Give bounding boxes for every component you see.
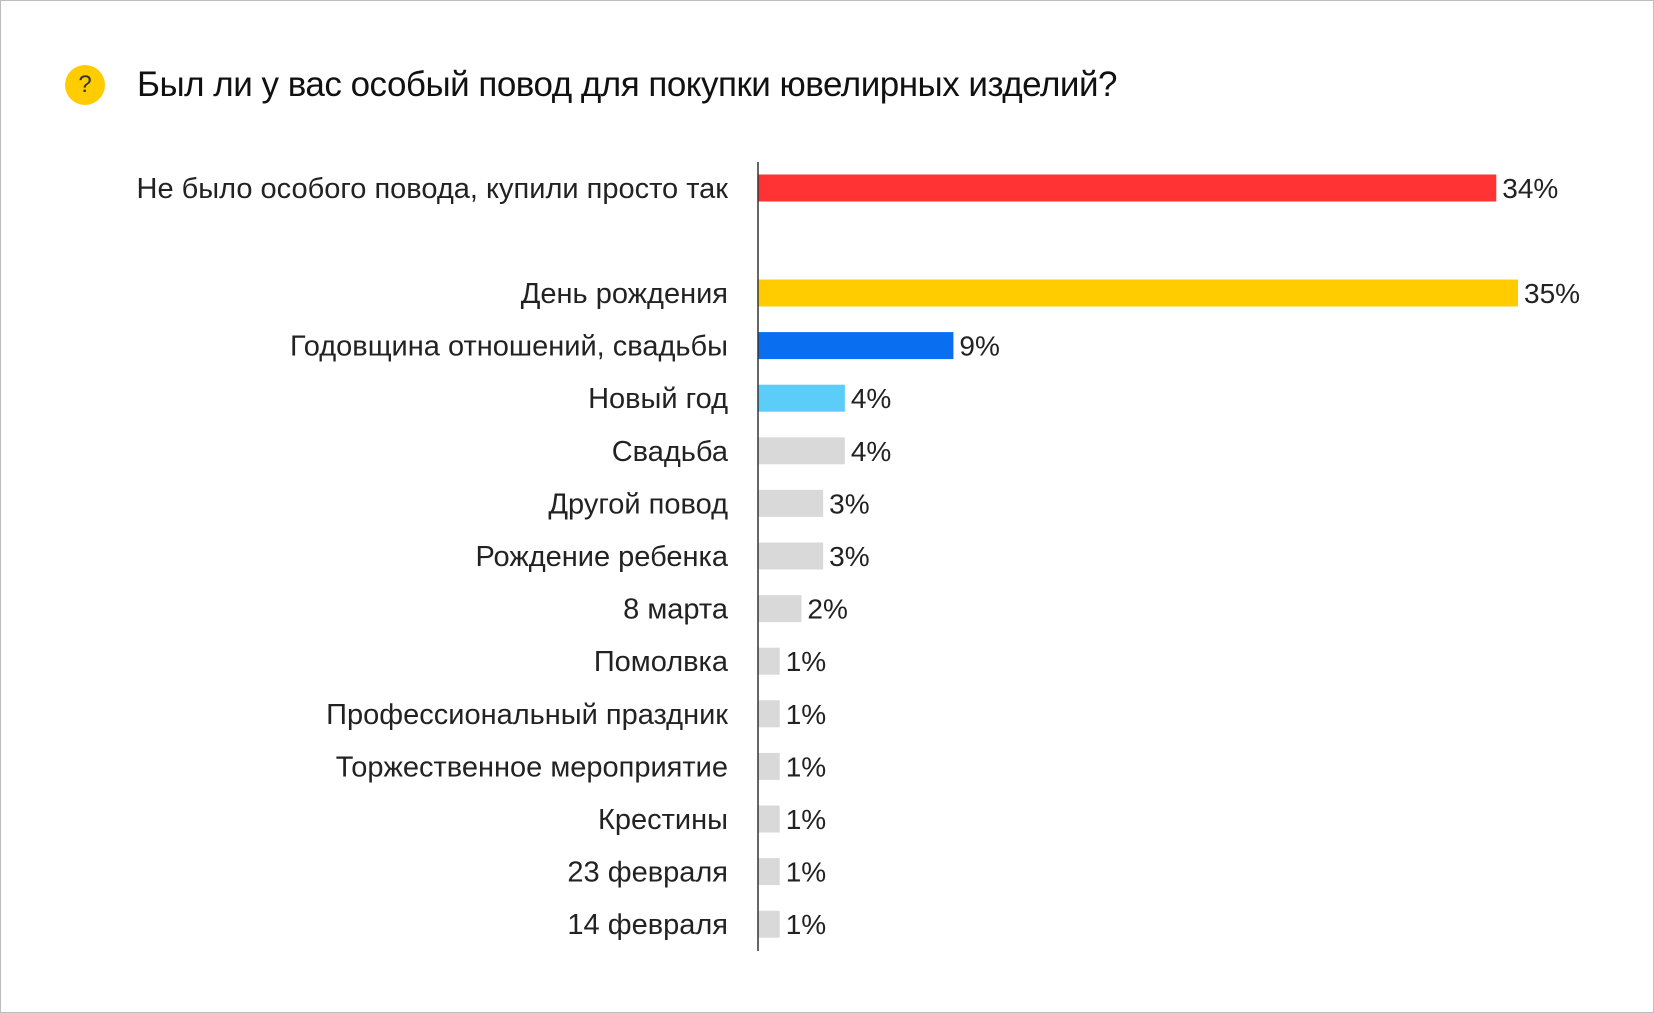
bar (758, 910, 780, 938)
bar (758, 437, 845, 465)
category-label: Новый год (588, 383, 728, 415)
category-label: Годовщина отношений, свадьбы (290, 331, 728, 363)
value-label: 1% (786, 751, 826, 782)
bar (758, 279, 1518, 307)
value-label: 4% (851, 383, 891, 414)
bar (758, 700, 780, 728)
value-label: 3% (829, 488, 869, 519)
category-label: Свадьба (612, 436, 729, 468)
value-label: 1% (786, 909, 826, 940)
bar (758, 647, 780, 675)
chart-header: ? Был ли у вас особый повод для покупки … (65, 65, 1117, 105)
category-label: Крестины (598, 804, 728, 836)
question-icon: ? (65, 65, 105, 105)
bar (758, 752, 780, 780)
value-label: 4% (851, 436, 891, 467)
category-label: Помолвка (594, 646, 729, 678)
category-label: Торжественное мероприятие (336, 751, 728, 783)
value-label: 1% (786, 699, 826, 730)
category-label: 23 февраля (567, 857, 728, 889)
value-label: 34% (1502, 173, 1558, 204)
bar (758, 858, 780, 886)
category-label: Профессиональный праздник (326, 699, 728, 731)
bar (758, 542, 824, 570)
value-label: 1% (786, 857, 826, 888)
bar (758, 805, 780, 833)
category-label: 14 февраля (567, 909, 728, 941)
value-label: 1% (786, 646, 826, 677)
bar (758, 384, 845, 412)
category-label: Не было особого повода, купили просто та… (137, 173, 729, 205)
category-label: Рождение ребенка (475, 541, 728, 573)
bar (758, 489, 824, 517)
category-label: 8 марта (623, 594, 729, 626)
bar (758, 174, 1497, 202)
bar (758, 332, 954, 360)
value-label: 3% (829, 541, 869, 572)
category-label: День рождения (521, 278, 728, 310)
chart-title: Был ли у вас особый повод для покупки юв… (137, 65, 1117, 104)
value-label: 9% (959, 331, 999, 362)
bar (758, 595, 802, 623)
category-label: Другой повод (548, 488, 728, 520)
value-label: 35% (1524, 278, 1580, 309)
value-label: 2% (807, 594, 847, 625)
value-label: 1% (786, 804, 826, 835)
